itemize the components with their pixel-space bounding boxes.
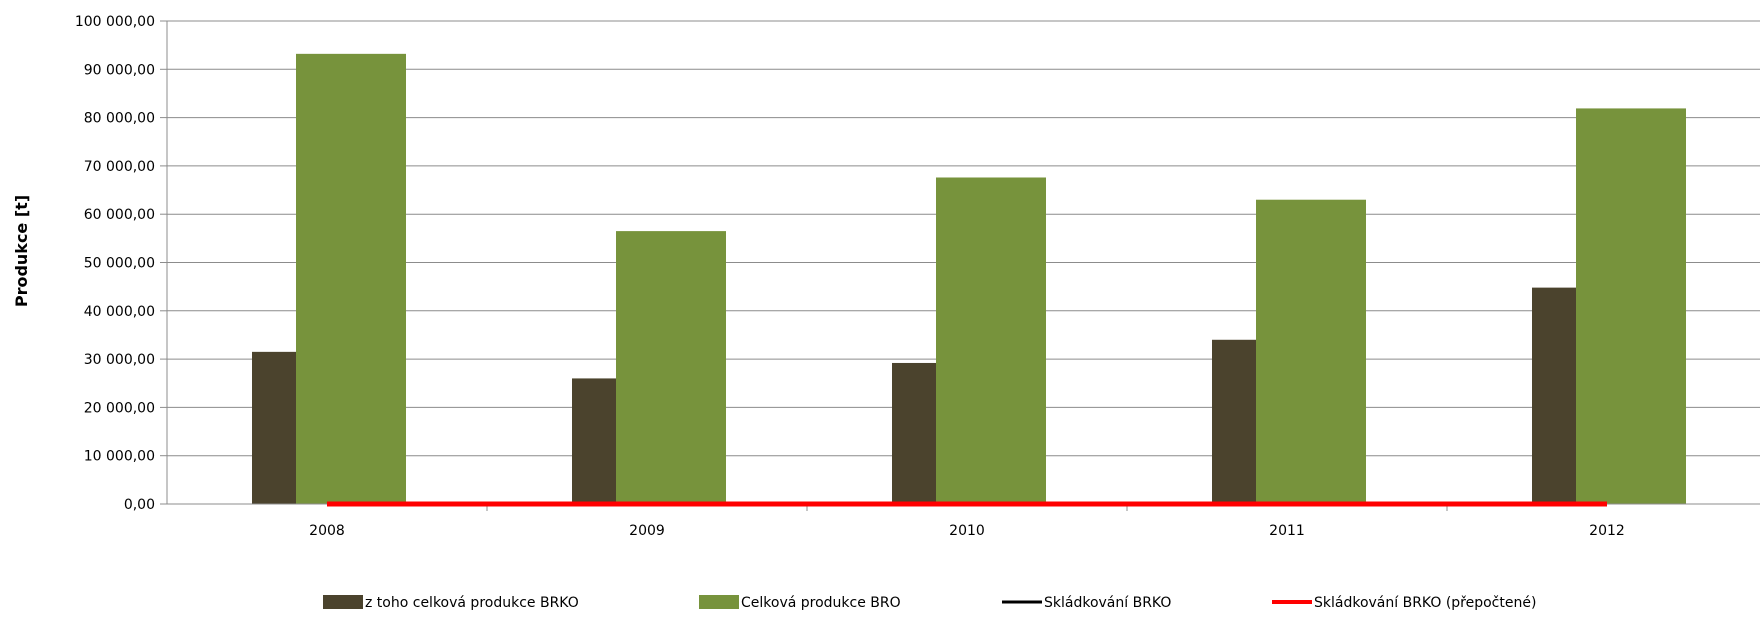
x-tick-label: 2012 <box>1589 523 1625 539</box>
legend-label: z toho celková produkce BRKO <box>365 595 579 611</box>
y-axis-label: Produkce [t] <box>12 195 31 307</box>
bar-celkov-produkce-bro <box>1576 108 1686 504</box>
legend-label: Skládkování BRKO (přepočtené) <box>1314 595 1536 611</box>
y-tick-label: 60 000,00 <box>84 207 155 223</box>
legend: z toho celková produkce BRKO Celková prod… <box>323 595 1536 611</box>
x-tick-labels: 2008 2009 2010 2011 2012 <box>309 523 1625 539</box>
y-tick-label: 80 000,00 <box>84 111 155 127</box>
y-tick-label: 100 000,00 <box>75 14 155 30</box>
bar-celkov-produkce-bro <box>616 231 726 505</box>
legend-label: Celková produkce BRO <box>741 595 901 611</box>
y-tick-label: 30 000,00 <box>84 352 155 368</box>
bar-z-toho-celkov-produkce-brko <box>252 351 296 504</box>
y-tick-label: 20 000,00 <box>84 400 155 416</box>
bars <box>252 53 1686 505</box>
y-tick-label: 70 000,00 <box>84 159 155 175</box>
y-tick-label: 50 000,00 <box>84 256 155 272</box>
bar-z-toho-celkov-produkce-brko <box>1212 339 1256 504</box>
y-tick-labels: 0,00 10 000,00 20 000,00 30 000,00 40 000,00… <box>75 14 155 513</box>
y-tick-label: 0,00 <box>124 497 155 513</box>
bar-z-toho-celkov-produkce-brko <box>892 362 936 504</box>
legend-label: Skládkování BRKO <box>1044 595 1171 611</box>
y-tick-label: 40 000,00 <box>84 304 155 320</box>
legend-swatch <box>699 595 739 609</box>
bar-z-toho-celkov-produkce-brko <box>572 378 616 504</box>
y-tick-label: 90 000,00 <box>84 62 155 78</box>
y-tick-label: 10 000,00 <box>84 449 155 465</box>
bar-celkov-produkce-bro <box>1256 199 1366 504</box>
bar-celkov-produkce-bro <box>936 177 1046 504</box>
x-tick-label: 2009 <box>629 523 665 539</box>
x-tick-label: 2011 <box>1269 523 1305 539</box>
legend-swatch <box>323 595 363 609</box>
bar-celkov-produkce-bro <box>296 53 406 505</box>
x-tick-label: 2008 <box>309 523 345 539</box>
bar-z-toho-celkov-produkce-brko <box>1532 287 1576 504</box>
x-tick-label: 2010 <box>949 523 985 539</box>
